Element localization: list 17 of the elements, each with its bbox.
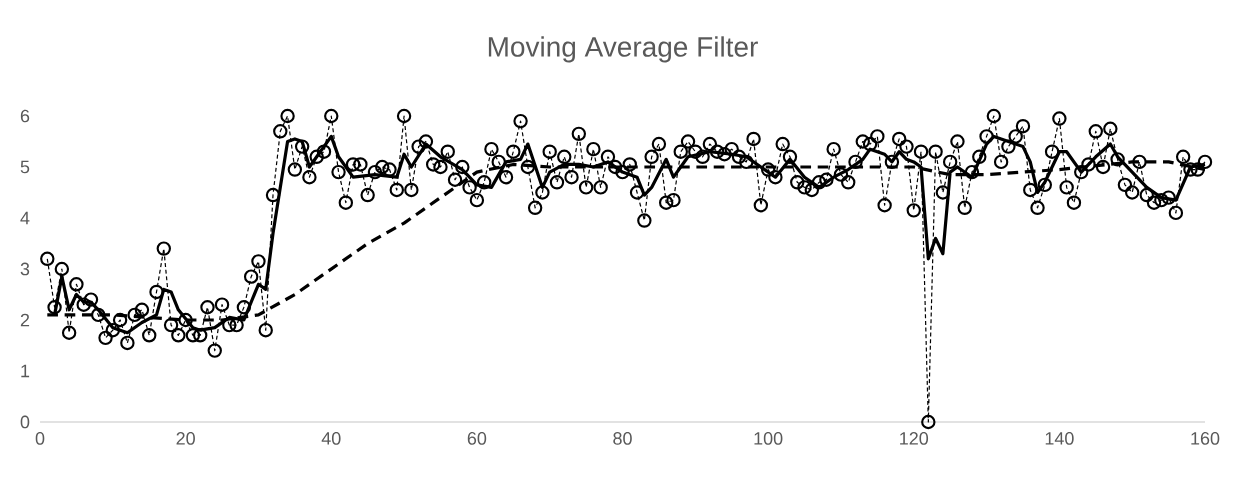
x-tick-label: 40 [321,432,341,445]
x-tick-label: 140 [1045,432,1074,445]
y-tick-label: 2 [20,313,30,327]
x-tick-label: 0 [35,432,45,445]
x-tick-label: 20 [176,432,195,445]
y-tick-label: 4 [20,211,30,225]
y-tick-label: 3 [20,262,30,276]
y-tick-label: 1 [21,364,30,378]
y-tick-label: 0 [20,415,30,429]
x-tick-label: 120 [900,432,929,445]
chart-title: Moving Average Filter [488,36,758,63]
x-tick-label: 160 [1191,432,1220,445]
x-tick-label: 80 [613,432,632,445]
x-tick-label: 60 [467,432,487,445]
y-tick-label: 6 [20,109,30,123]
y-tick-label: 5 [20,160,30,174]
x-tick-label: 100 [754,432,783,445]
